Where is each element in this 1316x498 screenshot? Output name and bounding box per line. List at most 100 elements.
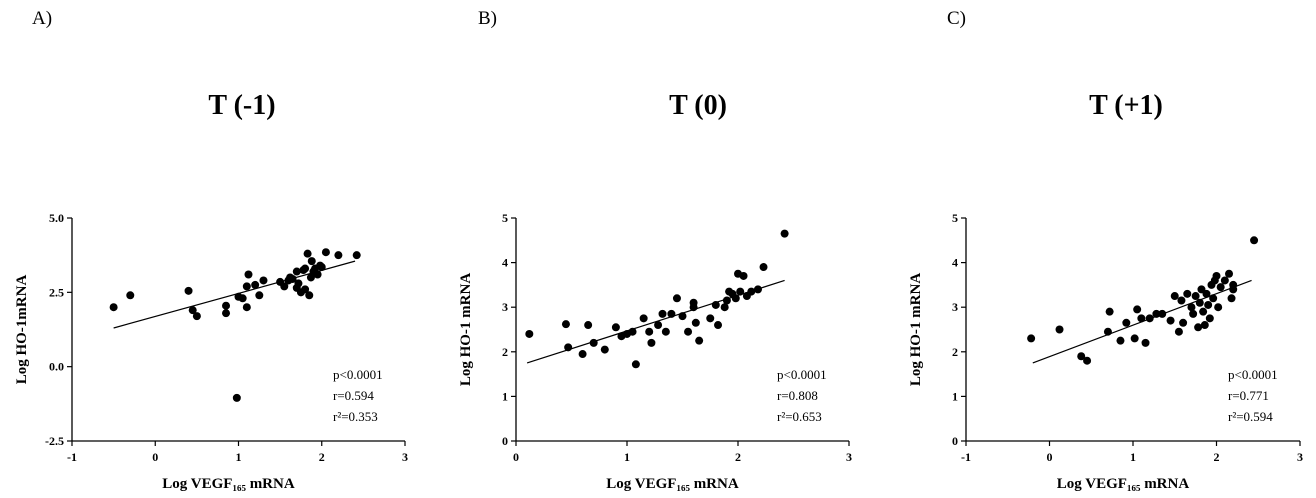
data-point [695, 336, 704, 345]
data-point [305, 291, 314, 300]
data-point [759, 263, 768, 272]
data-point [1177, 296, 1186, 305]
data-point [1183, 289, 1192, 298]
y-tick-label: 5.0 [49, 211, 64, 225]
data-point [689, 298, 698, 307]
data-point [1202, 289, 1211, 298]
stat-label: r²=0.594 [1228, 409, 1273, 424]
panel-a: A) T (-1) -1 0 1 2 3 -2.5 0.0 2.5 5.0 Log VEGF₁₆₅… [0, 0, 430, 498]
data-point [1141, 338, 1150, 347]
data-point [564, 343, 573, 352]
data-point [222, 301, 231, 310]
chart-title: T (0) [669, 90, 727, 121]
data-point [628, 327, 637, 336]
data-point [255, 291, 264, 300]
x-tick-label: 1 [624, 450, 630, 464]
x-tick-label: 2 [1214, 450, 1220, 464]
data-point [1195, 298, 1204, 307]
stat-label: p<0.0001 [777, 367, 827, 382]
data-point [303, 249, 312, 258]
data-point [1216, 283, 1225, 292]
data-point [639, 314, 648, 323]
x-tick-label: 2 [319, 450, 325, 464]
data-point [711, 300, 720, 309]
data-point [1103, 327, 1112, 336]
data-point [1200, 321, 1209, 330]
data-point [1152, 309, 1161, 318]
data-point [1083, 356, 1092, 365]
data-point [1105, 307, 1114, 316]
data-point [288, 274, 297, 283]
data-point [251, 280, 260, 289]
data-point [1116, 336, 1125, 345]
data-point [1122, 318, 1131, 327]
y-axis-label: Log HO-1 mRNA [458, 273, 474, 386]
y-tick-label: 5 [952, 211, 958, 225]
data-point [611, 323, 620, 332]
data-point [731, 294, 740, 303]
data-point [1250, 236, 1259, 245]
scatter-plot-a: -1 0 1 2 3 -2.5 0.0 2.5 5.0 Log VEGF₁₆₅ mRNA Log H… [14, 211, 408, 492]
data-point [334, 251, 343, 260]
x-tick-label: 0 [1047, 450, 1053, 464]
data-point [1199, 307, 1208, 316]
x-tick-label: 3 [1297, 450, 1303, 464]
data-point [1170, 292, 1179, 301]
data-point [1055, 325, 1064, 334]
x-tick-label: 1 [1130, 450, 1136, 464]
data-point [722, 296, 731, 305]
x-tick-label: 2 [735, 450, 741, 464]
data-point [1225, 269, 1234, 278]
data-point [1174, 327, 1183, 336]
data-point [301, 264, 310, 273]
data-point [667, 309, 676, 318]
data-point [1194, 323, 1203, 332]
data-point [188, 306, 197, 315]
data-point [739, 271, 748, 280]
y-tick-label: 2 [952, 345, 958, 359]
data-point [1205, 314, 1214, 323]
data-point [259, 276, 268, 285]
data-point [714, 321, 723, 330]
data-point [301, 285, 310, 294]
y-tick-label: 1 [952, 389, 958, 403]
stat-label: p<0.0001 [333, 367, 383, 382]
y-tick-label: 0 [952, 434, 958, 448]
data-point [1027, 334, 1036, 343]
stat-label: r²=0.653 [777, 409, 822, 424]
panel-b: B) T (0) 0 1 2 3 0 1 2 3 4 5 Log VEGF₁₆₅ mRNA Log H… [440, 0, 870, 498]
y-tick-label: 0.0 [49, 360, 64, 374]
data-point [1187, 303, 1196, 312]
data-point [1214, 303, 1223, 312]
data-point [645, 327, 654, 336]
chart-title: T (-1) [208, 90, 276, 121]
x-tick-label: 0 [513, 450, 519, 464]
x-tick-label: -1 [67, 450, 77, 464]
x-axis-label: Log VEGF₁₆₅ mRNA [606, 476, 739, 492]
y-tick-label: 2.5 [49, 285, 64, 299]
panel-letter: B) [478, 8, 497, 29]
data-point [631, 360, 640, 369]
data-point [584, 321, 593, 330]
data-point [1077, 352, 1086, 361]
stat-label: r²=0.353 [333, 409, 378, 424]
stat-label: r=0.594 [333, 388, 374, 403]
y-tick-label: 0 [502, 434, 508, 448]
x-tick-label: -1 [961, 450, 971, 464]
data-point [222, 309, 231, 318]
data-point [753, 285, 762, 294]
y-axis-label: Log HO-1 mRNA [908, 273, 924, 386]
data-point [313, 270, 322, 279]
y-tick-label: 4 [502, 256, 508, 270]
data-point [321, 248, 330, 257]
y-tick-label: 3 [952, 300, 958, 314]
stat-label: r=0.771 [1228, 388, 1269, 403]
x-axis-label: Log VEGF₁₆₅ mRNA [162, 476, 295, 492]
data-point [1158, 309, 1167, 318]
data-point [578, 350, 587, 359]
data-point [658, 309, 667, 318]
data-point [1191, 292, 1200, 301]
data-point [561, 320, 570, 329]
data-point [647, 338, 656, 347]
scatter-plot-b: 0 1 2 3 0 1 2 3 4 5 Log VEGF₁₆₅ mRNA Log HO-1 mRNA p… [458, 211, 852, 492]
